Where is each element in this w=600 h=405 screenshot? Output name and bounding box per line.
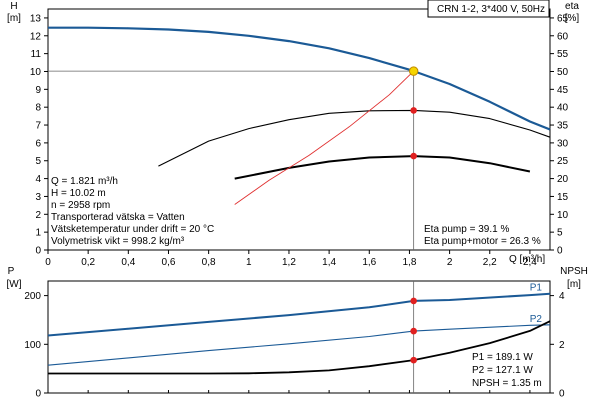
x-tick-label: 2	[447, 257, 453, 268]
y-left-tick-label: 0	[35, 246, 41, 257]
bottom-plot-frame	[47, 280, 551, 394]
eta-total-curve	[234, 155, 531, 180]
y-right-tick-label: 5	[557, 228, 563, 239]
y-left-tick-label: 1	[35, 228, 41, 239]
x-tick-label: 1,4	[322, 257, 336, 268]
operating-info: Q = 1.821 m³/h H = 10.02 m n = 2958 rpm …	[51, 176, 214, 247]
npsh-tick-label: 0	[559, 389, 565, 400]
x-tick-label: 0	[45, 257, 51, 268]
y-right-tick-label: 40	[557, 103, 569, 114]
info-temperature: Vätsketemperatur under drift = 20 °C	[51, 224, 214, 235]
system-curve	[234, 70, 415, 205]
power-info: P1 = 189.1 W P2 = 127.1 W NPSH = 1.35 m	[472, 352, 542, 389]
eta-pump-curve	[158, 109, 551, 167]
y-right-tick-label: 15	[557, 192, 569, 203]
y-left-tick-label: 10	[30, 67, 42, 78]
duty-point-marker	[408, 66, 419, 76]
p-tick-label: 100	[24, 340, 41, 351]
y-right-tick-label: 30	[557, 138, 569, 149]
y-right-tick-label: 35	[557, 121, 569, 132]
p1-curve	[47, 292, 551, 337]
y-left-tick-label: 13	[30, 13, 42, 24]
x-tick-label: 0,2	[81, 257, 95, 268]
eta-pump-marker	[410, 107, 417, 114]
top-ylabel-right-1: eta	[565, 1, 579, 12]
info-p2: P2 = 127.1 W	[472, 365, 533, 376]
y-right-tick-label: 65	[557, 13, 569, 24]
info-p1: P1 = 189.1 W	[472, 352, 533, 363]
top-ylabel-right-2: [%]	[565, 13, 580, 24]
npsh-tick-label: 2	[559, 340, 565, 351]
eta-info: Eta pump = 39.1 % Eta pump+motor = 26.3 …	[424, 224, 541, 247]
title-box	[427, 0, 550, 18]
eta-total-marker	[410, 152, 417, 160]
npsh-tick-label: 4	[559, 291, 565, 302]
y-right-tick-label: 20	[557, 174, 569, 185]
y-right-tick-label: 50	[557, 67, 569, 78]
x-tick-label: 1	[246, 257, 252, 268]
x-tick-label: 1,6	[362, 257, 376, 268]
info-h: H = 10.02 m	[51, 188, 106, 199]
bottom-ylabel-left-1: P	[8, 266, 15, 277]
y-right-tick-label: 45	[557, 85, 569, 96]
head-curve	[48, 26, 551, 131]
p-tick-label: 200	[24, 291, 41, 302]
p2-curve	[47, 324, 551, 366]
x-tick-label: 0,8	[202, 257, 216, 268]
top-xlabel: Q [m³/h]	[509, 254, 545, 265]
y-left-tick-label: 7	[35, 121, 41, 132]
info-q: Q = 1.821 m³/h	[51, 176, 118, 187]
p2-series-label: P2	[530, 314, 543, 325]
top-ylabel-left-2: [m]	[7, 13, 21, 24]
x-tick-label: 2,2	[483, 257, 497, 268]
bottom-ylabel-left-2: [W]	[7, 279, 22, 290]
y-left-tick-label: 2	[35, 210, 41, 221]
y-left-tick-label: 8	[35, 103, 41, 114]
y-right-tick-label: 25	[557, 156, 569, 167]
y-left-tick-label: 4	[35, 174, 41, 185]
y-left-tick-label: 9	[35, 85, 41, 96]
x-tick-label: 1,2	[282, 257, 296, 268]
info-density: Volymetrisk vikt = 998.2 kg/m³	[51, 236, 185, 247]
y-right-tick-label: 55	[557, 49, 569, 60]
y-right-tick-label: 60	[557, 31, 569, 42]
y-left-tick-label: 12	[30, 31, 42, 42]
y-left-tick-label: 6	[35, 138, 41, 149]
y-left-tick-label: 11	[31, 49, 42, 60]
npsh-curve	[48, 320, 551, 375]
bottom-ylabel-right-2: [m]	[567, 279, 581, 290]
p2-marker	[410, 327, 417, 335]
info-liquid: Transporterad vätska = Vatten	[51, 212, 185, 223]
x-tick-label: 2,4	[523, 257, 537, 268]
eta-total-label: Eta pump+motor = 26.3 %	[424, 236, 541, 247]
bottom-ylabel-right-1: NPSH	[560, 266, 588, 277]
p1-marker	[410, 297, 417, 305]
p1-series-label: P1	[530, 283, 543, 294]
eta-pump-label: Eta pump = 39.1 %	[424, 224, 509, 235]
npsh-marker	[410, 356, 417, 364]
y-left-tick-label: 5	[35, 156, 41, 167]
y-right-tick-label: 0	[557, 246, 563, 257]
chart-title: CRN 1-2, 3*400 V, 50Hz	[437, 4, 545, 15]
top-ylabel-left-1: H	[10, 1, 17, 12]
chart-marks: 0 0,2 0,4 0,6 0,8 1 1,2 1,4 1,6 1,8 2 2,2 2,40123456…	[24, 13, 568, 399]
y-left-tick-label: 3	[35, 192, 41, 203]
x-tick-label: 0,4	[121, 257, 135, 268]
info-n: n = 2958 rpm	[51, 200, 110, 211]
p-tick-label: 0	[35, 389, 41, 400]
info-npsh: NPSH = 1.35 m	[472, 378, 542, 389]
x-tick-label: 0,6	[162, 257, 176, 268]
x-tick-label: 1,8	[402, 257, 416, 268]
y-right-tick-label: 10	[557, 210, 569, 221]
